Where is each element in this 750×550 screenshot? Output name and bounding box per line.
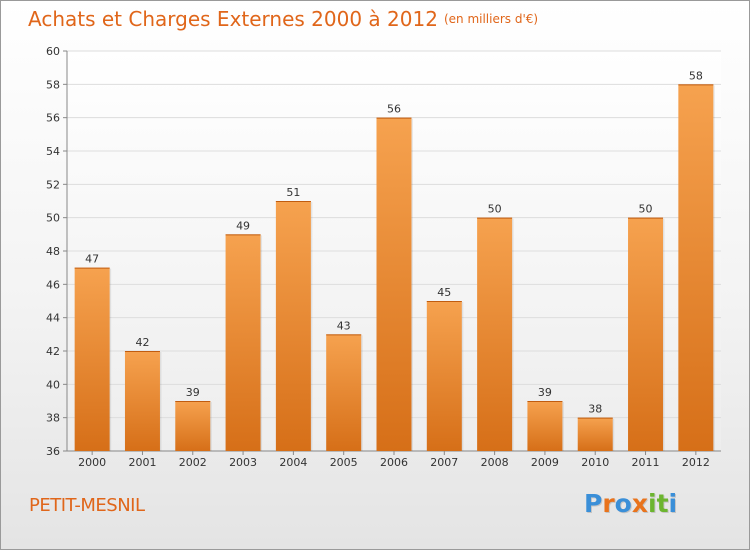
x-tick-label: 2007	[430, 456, 458, 469]
logo-letter: x	[631, 489, 648, 518]
chart-title-text: Achats et Charges Externes 2000 à 2012	[28, 7, 438, 31]
data-label: 56	[387, 103, 401, 116]
bar	[628, 217, 664, 451]
x-tick-label: 2011	[632, 456, 660, 469]
y-tick-label: 44	[46, 312, 60, 325]
bar	[376, 117, 412, 452]
x-tick-label: 2008	[481, 456, 509, 469]
x-tick-label: 2002	[179, 456, 207, 469]
y-tick-label: 58	[46, 78, 60, 91]
bar	[175, 401, 211, 451]
y-tick-label: 40	[46, 378, 60, 391]
logo-letter: r	[602, 489, 615, 518]
bar	[527, 401, 563, 451]
data-label: 45	[437, 286, 451, 299]
x-tick-label: 2012	[682, 456, 710, 469]
bar	[577, 417, 613, 451]
x-tick-label: 2004	[279, 456, 307, 469]
y-tick-label: 50	[46, 212, 60, 225]
logo-letter: P	[584, 489, 603, 518]
bar	[477, 217, 513, 451]
x-tick-label: 2000	[78, 456, 106, 469]
data-label: 39	[186, 386, 200, 399]
y-tick-label: 46	[46, 278, 60, 291]
data-label: 50	[488, 203, 502, 216]
y-tick-label: 60	[46, 45, 60, 58]
y-tick-label: 48	[46, 245, 60, 258]
data-label: 38	[588, 403, 602, 416]
y-tick-label: 36	[46, 445, 60, 458]
commune-name: PETIT-MESNIL	[29, 495, 145, 516]
chart-title: Achats et Charges Externes 2000 à 2012 (e…	[28, 7, 538, 31]
x-tick-label: 2005	[330, 456, 358, 469]
x-tick-label: 2010	[581, 456, 609, 469]
bar	[74, 267, 110, 451]
y-tick-label: 42	[46, 345, 60, 358]
y-tick-label: 52	[46, 178, 60, 191]
chart-title-unit: (en milliers d'€)	[443, 12, 539, 26]
proxiti-logo[interactable]: Proxiti	[584, 489, 677, 518]
bar	[326, 334, 362, 451]
data-label: 39	[538, 386, 552, 399]
bar	[426, 301, 462, 451]
logo-letter: t	[656, 489, 669, 518]
bar	[678, 84, 714, 451]
logo-letter: i	[668, 489, 678, 518]
y-tick-label: 56	[46, 112, 60, 125]
bar	[124, 351, 160, 451]
logo-letter: o	[614, 489, 632, 518]
y-tick-label: 54	[46, 145, 60, 158]
data-label: 42	[135, 336, 149, 349]
data-label: 43	[337, 319, 351, 332]
data-label: 50	[639, 203, 653, 216]
x-tick-label: 2003	[229, 456, 257, 469]
x-tick-label: 2009	[531, 456, 559, 469]
data-label: 49	[236, 219, 250, 232]
data-label: 47	[85, 253, 99, 266]
x-tick-label: 2006	[380, 456, 408, 469]
x-tick-label: 2001	[128, 456, 156, 469]
data-label: 51	[286, 186, 300, 199]
y-tick-label: 38	[46, 412, 60, 425]
logo-letter: i	[648, 489, 657, 518]
bar	[275, 201, 311, 451]
data-label: 58	[689, 69, 703, 82]
bar	[225, 234, 261, 451]
